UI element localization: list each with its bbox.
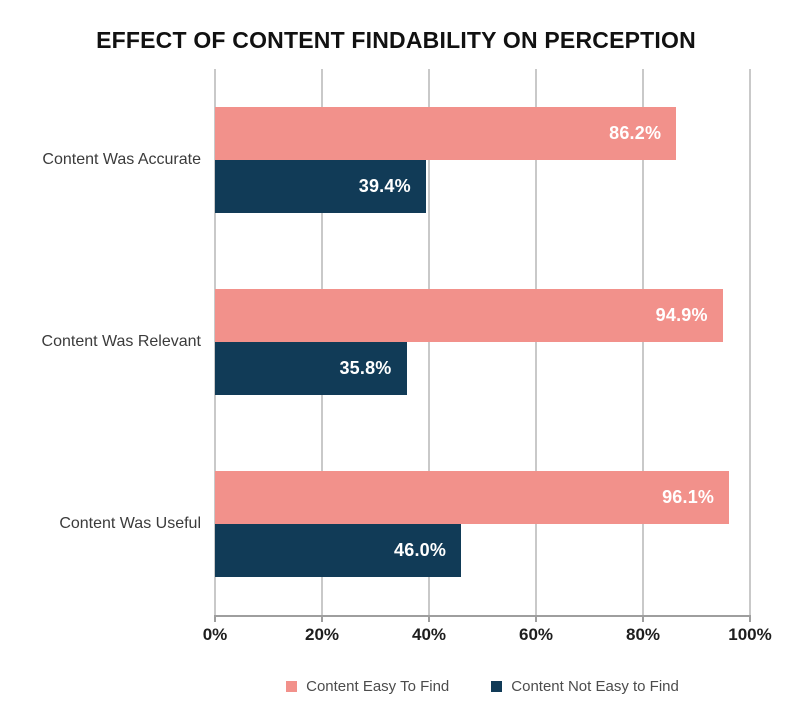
- axis-tick: [321, 615, 323, 622]
- x-tick-label: 60%: [518, 625, 554, 644]
- x-tick-label: 20%: [304, 625, 340, 644]
- x-axis-line: [214, 615, 751, 617]
- category-label: Content Was Useful: [59, 515, 201, 532]
- chart-legend: Content Easy To Find Content Not Easy to …: [215, 678, 750, 695]
- legend-item: Content Easy To Find: [286, 678, 449, 695]
- bar-not-easy: 35.8%: [215, 342, 407, 395]
- x-tick-label: 0%: [202, 625, 228, 644]
- bar-value-label: 35.8%: [339, 358, 392, 378]
- axis-tick: [642, 615, 644, 622]
- gridline: [642, 69, 644, 615]
- category-label: Content Was Accurate: [42, 151, 201, 168]
- plot-area: 0% 20% 40% 60% 80% 100% 86.2% 39.4% 94.9% 35.8% 96…: [203, 69, 772, 644]
- bar-easy: 94.9%: [215, 289, 723, 342]
- bar-easy: 86.2%: [215, 107, 677, 160]
- gridline: [749, 69, 751, 615]
- legend-label: Content Easy To Find: [306, 678, 450, 695]
- legend-swatch: [491, 681, 503, 692]
- axis-tick: [749, 615, 751, 622]
- bar-not-easy: 46.0%: [215, 524, 462, 577]
- bar-value-label: 96.1%: [662, 487, 715, 507]
- bar-value-label: 86.2%: [609, 123, 662, 143]
- legend-item: Content Not Easy to Find: [491, 678, 679, 695]
- legend-label: Content Not Easy to Find: [511, 678, 679, 695]
- bar-value-label: 46.0%: [394, 540, 447, 560]
- bar-not-easy: 39.4%: [215, 160, 426, 213]
- axis-tick: [214, 615, 216, 622]
- bar-value-label: 39.4%: [358, 176, 411, 196]
- bar-value-label: 94.9%: [655, 305, 708, 325]
- x-tick-label: 80%: [625, 625, 661, 644]
- gridline: [428, 69, 430, 615]
- chart-title: EFFECT OF CONTENT FINDABILITY ON PERCEPT…: [96, 27, 696, 53]
- gridline: [535, 69, 537, 615]
- bar-easy: 96.1%: [215, 471, 730, 524]
- x-tick-label: 100%: [728, 625, 772, 644]
- axis-tick: [535, 615, 537, 622]
- category-label: Content Was Relevant: [41, 333, 201, 350]
- x-tick-label: 40%: [411, 625, 447, 644]
- axis-tick: [428, 615, 430, 622]
- legend-swatch: [286, 681, 298, 692]
